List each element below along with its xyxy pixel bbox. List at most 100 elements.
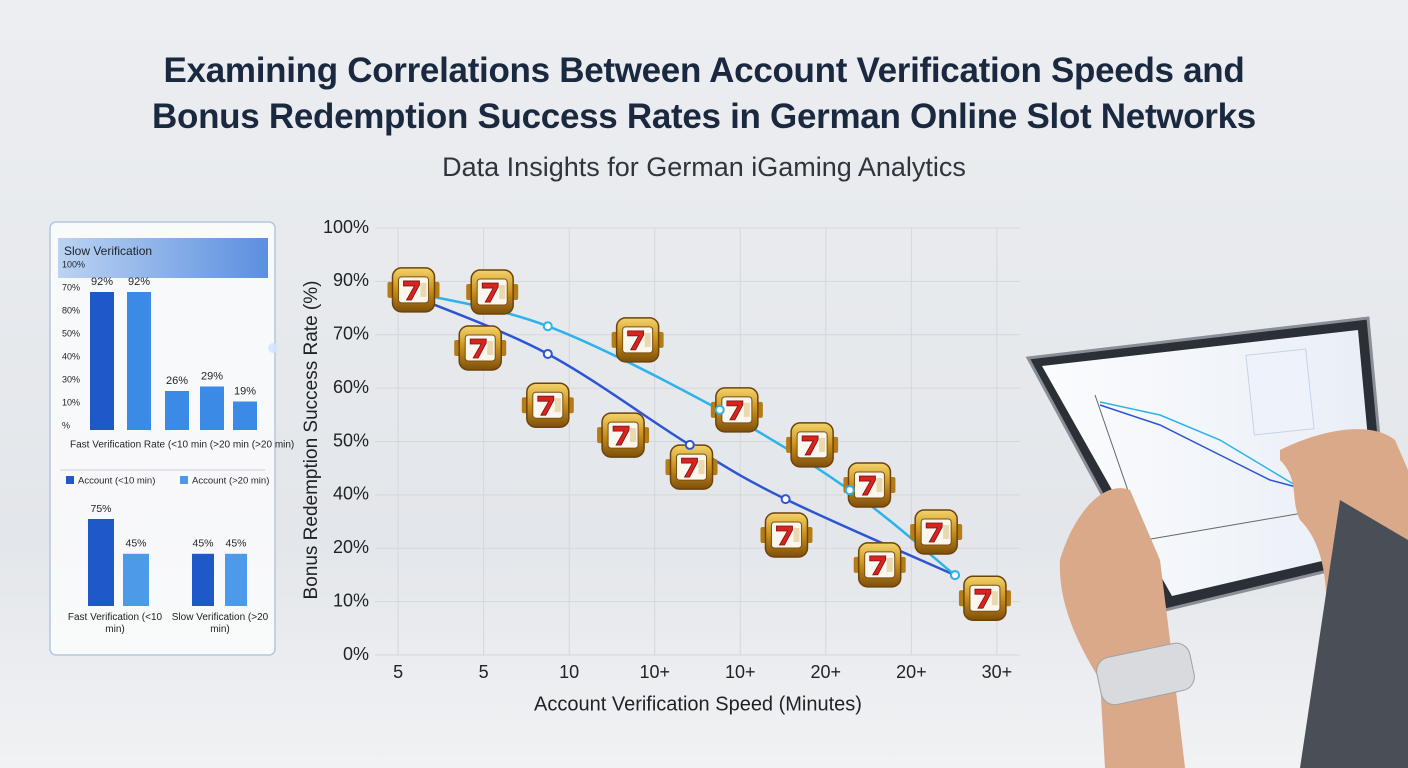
bar-value-label: 92% (128, 276, 150, 288)
y-axis-label: Bonus Redemption Success Rate (%) (301, 281, 322, 600)
bar-value-label: 45% (125, 538, 146, 550)
y-tick-label: 70% (62, 282, 80, 292)
slot-seven (726, 400, 744, 421)
slot-icon (466, 269, 519, 315)
y-tick-label: % (62, 420, 70, 430)
line-marker (542, 348, 553, 359)
x-tick-label-text: Slow Verification (>20 min) (171, 612, 269, 635)
legend-swatch (66, 476, 74, 484)
slot-seven (869, 555, 887, 576)
slot-seven (612, 425, 630, 446)
glow (268, 343, 278, 353)
slot-icon (853, 542, 906, 588)
y-tick-label: 40% (62, 351, 80, 361)
slot-reel (943, 525, 950, 540)
y-tick-label: 70% (333, 324, 369, 344)
bar-value-label: 19% (234, 385, 256, 397)
x-tick-label: 10+ (639, 662, 670, 682)
y-tick-label: 0% (343, 644, 369, 664)
x-tick-label: 5 (393, 662, 403, 682)
legend-label: Account (<10 min) (78, 476, 155, 487)
bar-value-label: 45% (192, 538, 213, 550)
slot-seven (469, 338, 487, 359)
slot-reel (644, 332, 651, 347)
y-tick-label: 90% (333, 270, 369, 290)
tablet-axis (1144, 509, 1321, 541)
bar (165, 391, 189, 430)
slot-reel (630, 428, 637, 443)
x-axis-label: Account Verification Speed (Minutes) (534, 693, 862, 715)
slot-reel (698, 460, 705, 475)
slot-reel (554, 398, 561, 413)
y-tick-label: 10% (333, 590, 369, 610)
slot-reel (420, 282, 427, 297)
x-tick-label: 10+ (725, 662, 756, 682)
slot-seven (627, 330, 645, 351)
line-marker (714, 404, 725, 415)
slot-icon (910, 509, 963, 555)
slot-seven (925, 522, 943, 543)
bar (90, 292, 114, 430)
slot-icon (454, 325, 507, 371)
bar (88, 519, 114, 606)
subtitle: Data Insights for German iGaming Analyti… (442, 152, 966, 182)
y-tick-label: 30% (62, 374, 80, 384)
slot-reel (793, 528, 800, 543)
bar-value-label: 29% (201, 370, 223, 382)
slot-icon (786, 422, 839, 468)
slot-seven (974, 588, 992, 609)
bar-value-label: 75% (90, 503, 111, 515)
slot-seven (801, 435, 819, 456)
legend-label: Account (>20 min) (192, 476, 269, 487)
slot-icon (958, 575, 1011, 621)
bar-value-label: 45% (225, 538, 246, 550)
x-tick-label-text: Fast Verification (<10 min) (67, 612, 163, 635)
sleeve (1300, 500, 1408, 768)
bar (233, 401, 257, 430)
x-tick-label: 20+ (811, 662, 842, 682)
x-axis-label: Fast Verification Rate (<10 min (>20 min… (70, 440, 294, 451)
y-tick-label: 60% (333, 377, 369, 397)
bar (123, 553, 149, 606)
slot-icon (843, 462, 896, 508)
panel-title: Slow Verification (64, 244, 152, 258)
bar (127, 292, 151, 430)
line-marker (684, 439, 695, 450)
slot-icon (387, 267, 440, 313)
y-tick-label: 80% (62, 305, 80, 315)
tablet-line (1099, 404, 1301, 489)
slot-icon (597, 412, 650, 458)
hand (1059, 488, 1185, 768)
y-tick-label: 100% (323, 217, 369, 237)
x-tick-label: Slow Verification (>20 min) (171, 612, 269, 635)
bar (200, 386, 224, 430)
tablet (1025, 316, 1392, 612)
slot-seven (403, 280, 420, 301)
bar-value-label: 26% (166, 375, 188, 387)
x-tick-label: 20+ (896, 662, 927, 682)
y-tick-label: 20% (333, 537, 369, 557)
slot-reel (991, 591, 998, 606)
title: Examining Correlations Between Account V… (152, 51, 1256, 136)
slot-icon (665, 444, 718, 490)
x-tick-label: 30+ (982, 662, 1013, 682)
slot-seven (537, 395, 555, 416)
slot-icon (521, 382, 574, 428)
slot-icon (710, 387, 763, 433)
y-tick-label: 50% (333, 430, 369, 450)
y-tick-label: 50% (62, 328, 80, 338)
slot-seven (481, 282, 499, 303)
x-tick-label: Fast Verification (<10 min) (67, 612, 163, 635)
slot-seven (776, 525, 793, 546)
line-marker (542, 321, 553, 332)
panel-header (58, 238, 268, 278)
tablet-line (1099, 401, 1301, 489)
slot-icon (611, 317, 664, 363)
slot-seven (681, 457, 698, 478)
slot-reel (487, 340, 494, 355)
y-tick-label: 100% (62, 259, 85, 269)
line-marker (844, 485, 855, 496)
line-marker (780, 494, 791, 505)
bar (192, 553, 214, 606)
